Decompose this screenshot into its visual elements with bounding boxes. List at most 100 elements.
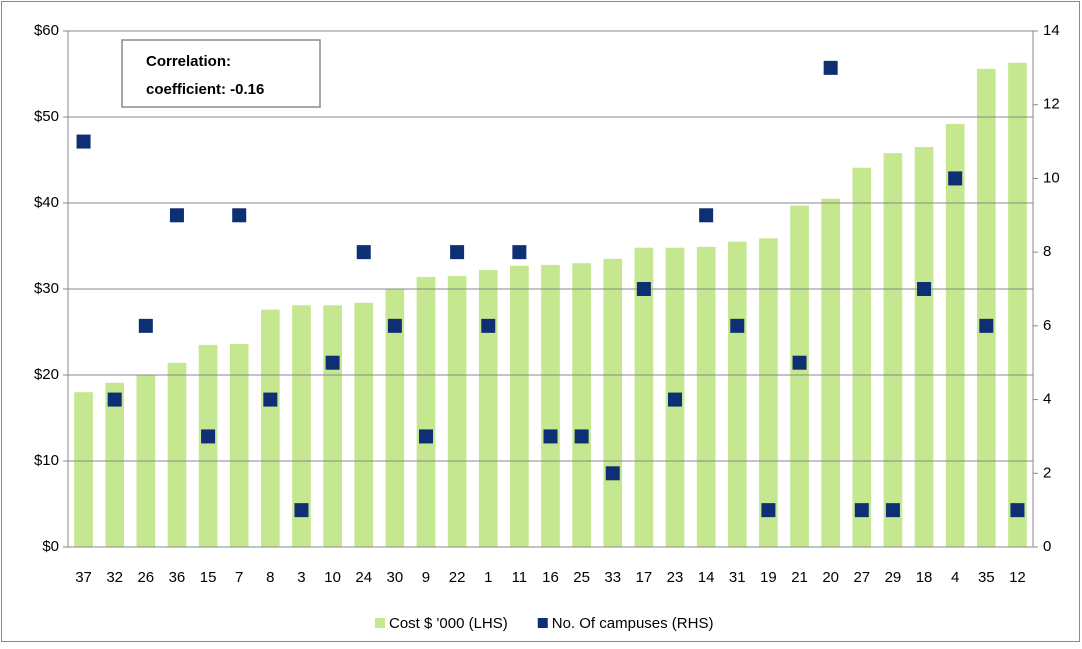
bar bbox=[883, 153, 903, 547]
marker bbox=[201, 429, 216, 444]
bar bbox=[852, 167, 872, 548]
bar bbox=[478, 270, 498, 547]
x-tick-label: 11 bbox=[512, 569, 528, 586]
x-tick-label: 14 bbox=[698, 569, 715, 586]
x-tick-label: 19 bbox=[760, 569, 777, 586]
marker bbox=[948, 171, 963, 186]
bar bbox=[447, 276, 467, 547]
marker bbox=[543, 429, 558, 444]
bar bbox=[74, 392, 93, 547]
marker bbox=[761, 503, 776, 518]
bar bbox=[323, 305, 342, 547]
annotation-box bbox=[121, 39, 321, 108]
bar bbox=[385, 289, 405, 547]
y2-tick-label: 14 bbox=[1043, 22, 1060, 39]
x-tick-label: 17 bbox=[636, 569, 653, 586]
marker bbox=[574, 429, 589, 444]
marker bbox=[792, 355, 807, 370]
bar bbox=[229, 344, 249, 547]
y2-tick-label: 12 bbox=[1043, 96, 1060, 113]
bar bbox=[790, 205, 809, 547]
x-tick-label: 27 bbox=[853, 569, 870, 586]
legend-label: No. Of campuses (RHS) bbox=[552, 615, 714, 632]
x-tick-label: 29 bbox=[885, 569, 902, 586]
bar bbox=[1008, 62, 1027, 547]
y2-tick-label: 0 bbox=[1043, 538, 1051, 555]
x-tick-label: 30 bbox=[387, 569, 404, 586]
x-tick-label: 12 bbox=[1009, 569, 1026, 586]
x-tick-label: 31 bbox=[729, 569, 746, 586]
x-tick-label: 23 bbox=[667, 569, 684, 586]
x-tick-label: 21 bbox=[791, 569, 808, 586]
marker bbox=[76, 134, 91, 149]
x-tick-label: 10 bbox=[324, 569, 341, 586]
x-tick-label: 9 bbox=[422, 569, 430, 586]
marker bbox=[636, 282, 651, 296]
marker bbox=[450, 245, 465, 260]
marker bbox=[325, 355, 340, 370]
bar bbox=[416, 276, 436, 547]
y-tick-label: $20 bbox=[34, 366, 59, 383]
annotation: Correlation: bbox=[146, 53, 231, 70]
x-tick-label: 33 bbox=[604, 569, 621, 586]
marker bbox=[481, 318, 496, 333]
x-tick-label: 36 bbox=[169, 569, 186, 586]
marker bbox=[823, 60, 838, 75]
bar bbox=[510, 265, 529, 547]
marker bbox=[512, 245, 527, 260]
marker bbox=[107, 392, 122, 407]
legend-swatch bbox=[375, 618, 385, 628]
bar bbox=[261, 309, 280, 547]
x-tick-label: 18 bbox=[916, 569, 933, 586]
marker bbox=[668, 392, 683, 407]
bar bbox=[696, 246, 716, 548]
y2-tick-label: 8 bbox=[1043, 243, 1051, 260]
y-tick-label: $0 bbox=[42, 538, 59, 555]
marker bbox=[699, 208, 714, 223]
marker bbox=[418, 429, 433, 444]
bar bbox=[603, 258, 623, 547]
marker bbox=[979, 318, 994, 333]
x-tick-label: 20 bbox=[822, 569, 839, 586]
bar bbox=[292, 305, 311, 547]
bar bbox=[354, 302, 374, 547]
y2-tick-label: 6 bbox=[1043, 317, 1051, 334]
x-tick-label: 16 bbox=[542, 569, 559, 586]
bar bbox=[759, 238, 778, 547]
bar bbox=[105, 382, 125, 547]
marker bbox=[917, 282, 932, 296]
bar bbox=[914, 147, 934, 547]
y-tick-label: $30 bbox=[34, 280, 59, 297]
bar bbox=[634, 247, 654, 547]
x-tick-label: 7 bbox=[235, 569, 243, 586]
marker bbox=[1010, 503, 1025, 518]
bar bbox=[572, 263, 591, 547]
x-tick-label: 22 bbox=[449, 569, 466, 586]
marker bbox=[885, 503, 900, 518]
marker bbox=[263, 392, 278, 407]
bar bbox=[945, 123, 965, 547]
y-tick-label: $10 bbox=[34, 452, 59, 469]
y-tick-label: $50 bbox=[34, 108, 59, 125]
marker bbox=[730, 318, 745, 333]
marker bbox=[232, 208, 247, 223]
y-tick-label: $60 bbox=[34, 22, 59, 39]
legend-label: Cost $ '000 (LHS) bbox=[389, 615, 508, 632]
marker bbox=[138, 318, 153, 333]
x-tick-label: 25 bbox=[573, 569, 590, 586]
x-tick-label: 4 bbox=[951, 569, 959, 586]
y2-tick-label: 10 bbox=[1043, 169, 1060, 186]
bar bbox=[976, 68, 996, 547]
y-tick-label: $40 bbox=[34, 194, 59, 211]
x-tick-label: 37 bbox=[75, 569, 92, 586]
x-tick-label: 1 bbox=[484, 569, 492, 586]
x-tick-label: 15 bbox=[200, 569, 217, 586]
x-tick-label: 26 bbox=[137, 569, 154, 586]
marker bbox=[294, 503, 309, 518]
x-tick-label: 24 bbox=[355, 569, 372, 586]
bar bbox=[727, 241, 747, 547]
x-tick-label: 3 bbox=[297, 569, 305, 586]
legend-swatch bbox=[537, 618, 548, 628]
bar bbox=[198, 344, 218, 547]
